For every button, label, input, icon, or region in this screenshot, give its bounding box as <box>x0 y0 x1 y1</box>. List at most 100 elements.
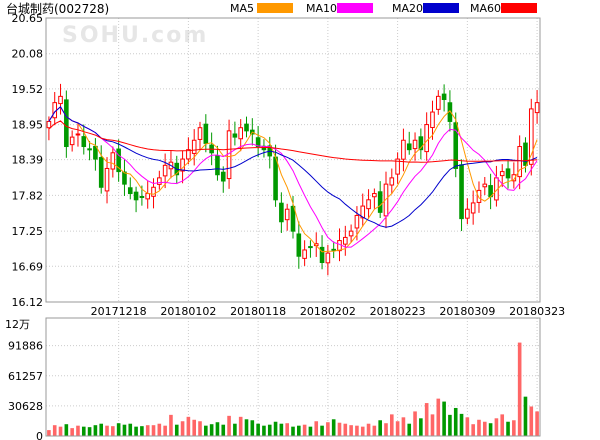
volume-bar <box>262 425 266 436</box>
candle-down <box>232 133 238 138</box>
volume-bar <box>448 414 452 436</box>
volume-bar <box>47 430 51 436</box>
candle-down <box>139 195 145 198</box>
volume-bar <box>233 423 237 436</box>
volume-bar <box>105 425 109 436</box>
volume-bar <box>389 414 394 436</box>
candle-down <box>64 99 69 148</box>
volume-bar <box>157 423 162 436</box>
volume-bar <box>250 420 255 436</box>
price-panel-frame <box>45 17 541 303</box>
volume-bar <box>453 407 458 436</box>
volume-bar <box>267 424 272 436</box>
candle-down <box>377 191 383 213</box>
volume-bar <box>122 424 127 436</box>
candle-down <box>87 148 92 151</box>
legend: MA5 MA10 MA20 MA60 <box>230 2 537 15</box>
candle-down <box>273 156 278 201</box>
legend-label-ma20: MA20 <box>392 2 423 15</box>
ma10-line <box>48 106 538 248</box>
volume-bar <box>424 403 429 436</box>
volume-bar <box>238 416 243 436</box>
chart-title: 台城制药(002728) <box>6 1 109 16</box>
volume-bar <box>297 425 301 436</box>
candle-up <box>435 95 441 110</box>
date-tick-label: 20180323 <box>509 305 565 318</box>
volume-bar <box>355 425 359 436</box>
volume-bar <box>314 421 319 436</box>
volume-bar <box>227 415 231 436</box>
date-tick-label: 20180102 <box>160 305 216 318</box>
date-tick-label: 20180118 <box>230 305 286 318</box>
candle-up <box>534 102 540 114</box>
candle-down <box>255 137 261 148</box>
price-tick-label: 20.65 <box>12 12 44 25</box>
volume-bar <box>198 421 202 436</box>
candle-down <box>523 142 528 166</box>
legend-swatch-ma60 <box>501 3 537 13</box>
volume-bar <box>87 427 92 436</box>
candle-down <box>81 136 87 148</box>
volume-bar <box>459 413 464 436</box>
candle-down <box>331 248 336 251</box>
volume-bar <box>488 423 493 436</box>
candle-up <box>186 149 191 160</box>
date-tick-label: 20180223 <box>370 305 426 318</box>
candle-up <box>476 189 482 203</box>
volume-bar <box>419 418 423 436</box>
candle-up <box>145 193 151 200</box>
candle-down <box>505 168 511 179</box>
volume-bar <box>58 426 63 436</box>
volume-bar <box>209 424 214 436</box>
volume-bar <box>302 424 307 436</box>
candle-up <box>75 133 81 136</box>
candle-down <box>453 122 459 169</box>
volume-axis: 12万 91886 61257 30628 0 <box>5 318 43 440</box>
price-tick-label: 16.69 <box>12 260 44 273</box>
volume-bar <box>99 423 104 436</box>
volume-bar <box>430 414 435 436</box>
volume-bar <box>500 414 505 436</box>
volume-bar <box>366 423 371 436</box>
price-tick-label: 20.08 <box>12 48 44 61</box>
moving-averages <box>48 106 538 253</box>
candle-up <box>499 171 505 177</box>
volume-bar <box>529 406 534 436</box>
candle-up <box>517 146 522 178</box>
candle-down <box>93 145 98 160</box>
candle-down <box>296 233 302 257</box>
ma60-line <box>48 120 538 163</box>
price-tick-label: 17.82 <box>12 189 44 202</box>
ma5-line <box>48 106 538 253</box>
volume-bar <box>506 421 510 436</box>
volume-bar <box>70 428 74 436</box>
candle-up <box>337 240 342 252</box>
candle-down <box>98 157 104 188</box>
candle-up <box>46 120 52 129</box>
candle-up <box>354 214 360 229</box>
volume-bar <box>192 419 197 436</box>
volume-bar <box>128 423 133 436</box>
price-axis: 20.65 20.08 19.52 18.95 18.39 17.82 17.25 16.69… <box>12 12 44 309</box>
volume-tick-label: 91886 <box>8 340 43 353</box>
volume-bar <box>256 423 260 436</box>
candle-up <box>424 124 429 153</box>
price-tick-label: 18.39 <box>12 154 44 167</box>
volume-bar <box>169 414 173 436</box>
candle-up <box>482 183 488 188</box>
candle-down <box>203 123 209 144</box>
volume-bars <box>47 342 539 436</box>
candle-down <box>279 202 284 223</box>
date-tick-label: 20171218 <box>91 305 147 318</box>
candle-down <box>116 148 121 173</box>
volume-bar <box>482 421 487 436</box>
volume-bar <box>395 421 400 436</box>
candle-down <box>244 123 249 132</box>
volume-bar <box>465 417 470 436</box>
legend-label-ma10: MA10 <box>306 2 337 15</box>
volume-bar <box>477 419 481 436</box>
volume-bar <box>401 417 406 436</box>
legend-label-ma60: MA60 <box>470 2 501 15</box>
candle-down <box>459 164 464 220</box>
